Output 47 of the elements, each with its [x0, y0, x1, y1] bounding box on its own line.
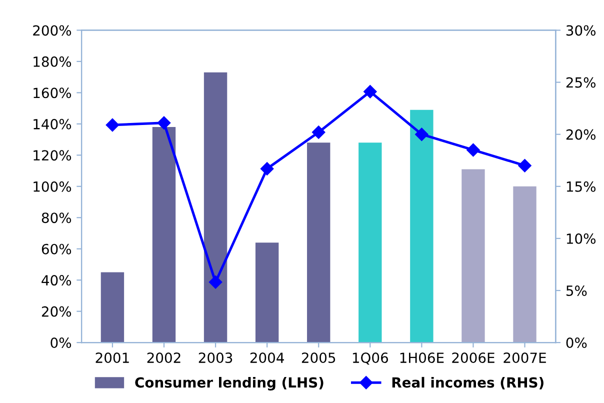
x-tick-label: 2001	[96, 352, 129, 364]
bar	[100, 272, 124, 343]
bar	[255, 242, 279, 343]
legend-label: Consumer lending (LHS)	[135, 376, 324, 390]
y-tick-label: 120%	[34, 150, 72, 161]
x-tick-label: 1H06E	[400, 352, 444, 364]
legend-label: Real incomes (RHS)	[392, 376, 544, 390]
y-tick-label: 80%	[42, 212, 72, 224]
point	[518, 158, 532, 172]
y2-tick-label: 10%	[566, 233, 596, 244]
y-tick-label: 20%	[42, 306, 72, 317]
y2-tick-label: 0%	[566, 338, 587, 348]
bar	[513, 186, 536, 343]
point	[260, 162, 274, 176]
y-tick-label: 0%	[50, 338, 72, 348]
point	[312, 126, 326, 139]
y2-tick-label: 30%	[566, 25, 596, 36]
bar	[204, 72, 228, 343]
y2-tick-label: 25%	[566, 77, 596, 88]
y-tick-label: 180%	[34, 56, 72, 67]
bar	[410, 110, 434, 343]
y-tick-label: 100%	[34, 181, 72, 192]
x-tick-label: 2007E	[504, 352, 546, 364]
bar	[462, 169, 485, 343]
point	[106, 118, 120, 132]
x-tick-label: 2005	[302, 352, 336, 364]
point	[208, 276, 222, 289]
bar	[307, 142, 330, 343]
x-tick-label: 1Q06	[352, 352, 388, 365]
x-tick-label: 2002	[147, 352, 180, 364]
y2-tick-label: 20%	[566, 129, 596, 140]
y2-tick-label: 15%	[566, 181, 596, 192]
point	[157, 116, 171, 130]
point	[466, 143, 480, 157]
bar	[152, 127, 176, 343]
y2-tick-label: 5%	[566, 285, 587, 296]
x-tick-label: 2004	[250, 352, 284, 364]
y-tick-label: 140%	[34, 118, 72, 130]
point	[364, 85, 377, 98]
x-tick-label: 2006E	[452, 352, 494, 364]
x-tick-label: 2003	[198, 352, 232, 364]
y-tick-label: 40%	[42, 275, 72, 286]
point	[415, 128, 428, 141]
bar	[358, 142, 382, 343]
y-tick-label: 200%	[33, 25, 72, 36]
y-tick-label: 160%	[34, 88, 72, 98]
y-tick-label: 60%	[42, 244, 72, 254]
